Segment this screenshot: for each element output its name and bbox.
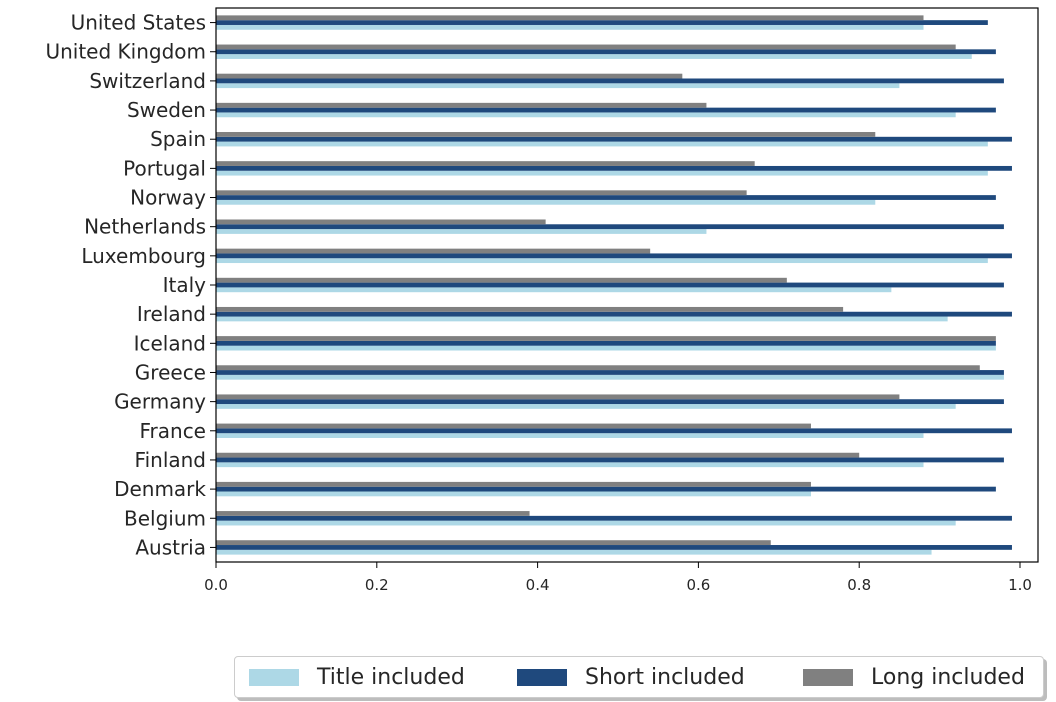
bar [216, 423, 811, 429]
bar [216, 78, 1004, 84]
bar [216, 287, 892, 293]
y-tick-label: France [139, 419, 206, 443]
y-tick-label: Greece [135, 360, 206, 384]
bar [216, 282, 1004, 288]
y-tick-label: Luxembourg [81, 244, 206, 268]
x-tick-label: 1.0 [1008, 576, 1032, 594]
y-tick-label: Finland [135, 448, 206, 472]
bar [216, 336, 996, 341]
bar [216, 199, 876, 205]
bars-group [216, 15, 1012, 555]
plot-frame [215, 7, 1039, 563]
bar [216, 54, 972, 59]
bar [216, 515, 1012, 521]
y-tick-label: Ireland [137, 302, 206, 326]
bar [216, 545, 1012, 550]
bar [216, 73, 683, 79]
legend-swatch-long [803, 668, 853, 686]
y-tick-label: Sweden [127, 98, 206, 122]
bar [216, 462, 924, 468]
bar [216, 112, 956, 118]
legend-item-title: Title included [249, 657, 465, 697]
bar [216, 136, 1012, 142]
legend: Title included Short included Long inclu… [234, 656, 1044, 698]
bar [216, 132, 876, 137]
bar [216, 365, 980, 371]
bar [216, 399, 1004, 405]
bar [216, 219, 546, 225]
legend-item-short: Short included [517, 657, 745, 697]
legend-swatch-title [249, 668, 299, 686]
y-tick-label: Netherlands [84, 215, 206, 239]
bar [216, 229, 707, 234]
bar [216, 190, 747, 196]
y-tick-label: Spain [150, 127, 206, 151]
bar [216, 457, 1004, 463]
legend-label-title: Title included [317, 664, 465, 690]
bar [216, 549, 932, 555]
bar [216, 511, 530, 516]
bar [216, 433, 924, 438]
bar [216, 44, 956, 50]
x-ticks: 0.0 0.2 0.4 0.6 0.8 1.0 [204, 562, 1032, 594]
bar [216, 49, 996, 55]
legend-item-long: Long included [803, 657, 1025, 697]
bar [216, 491, 811, 497]
bar [216, 340, 996, 346]
legend-swatch-short [517, 668, 567, 686]
y-tick-label: Norway [130, 186, 206, 210]
y-tick-label: Italy [163, 273, 207, 297]
x-tick-label: 0.2 [365, 576, 389, 594]
bar [216, 161, 755, 166]
x-tick-label: 0.0 [204, 576, 228, 594]
bar [216, 15, 924, 21]
y-tick-label: United States [71, 11, 206, 35]
y-tick-label: Switzerland [89, 69, 206, 93]
bar [216, 428, 1012, 434]
bar [216, 345, 996, 351]
legend-label-short: Short included [585, 664, 745, 690]
bar [216, 107, 996, 113]
x-tick-label: 0.8 [847, 576, 871, 594]
x-tick-label: 0.6 [686, 576, 710, 594]
y-tick-label: Belgium [124, 506, 206, 530]
bar [216, 253, 1012, 259]
bar [216, 481, 811, 487]
bar [216, 316, 948, 322]
bar [216, 195, 996, 200]
x-tick-label: 0.4 [526, 576, 550, 594]
y-tick-label: Austria [135, 535, 206, 559]
y-tick-labels: United States United Kingdom Switzerland Sw… [45, 11, 216, 559]
bar [216, 258, 988, 264]
bar [216, 277, 787, 283]
bar [216, 141, 988, 147]
bar [216, 452, 860, 458]
bar [216, 394, 900, 400]
y-tick-label: Denmark [114, 477, 206, 501]
bar [216, 24, 924, 30]
bar [216, 404, 956, 409]
bar [216, 370, 1004, 375]
bar [216, 165, 1012, 171]
bar [216, 248, 651, 254]
bar [216, 306, 844, 312]
bar [216, 311, 1012, 317]
bar [216, 520, 956, 526]
bar [216, 170, 988, 176]
y-tick-label: Portugal [123, 156, 206, 180]
bar [216, 540, 771, 546]
bar [216, 374, 1004, 380]
bar-chart: United States United Kingdom Switzerland Sw… [45, 7, 1039, 594]
y-tick-label: Iceland [134, 331, 206, 355]
y-tick-label: Germany [114, 390, 206, 414]
bar [216, 224, 1004, 230]
bar [216, 83, 900, 89]
bar [216, 20, 988, 25]
bar [216, 486, 996, 492]
y-tick-label: United Kingdom [45, 40, 206, 64]
legend-label-long: Long included [871, 664, 1025, 690]
bar [216, 102, 707, 108]
